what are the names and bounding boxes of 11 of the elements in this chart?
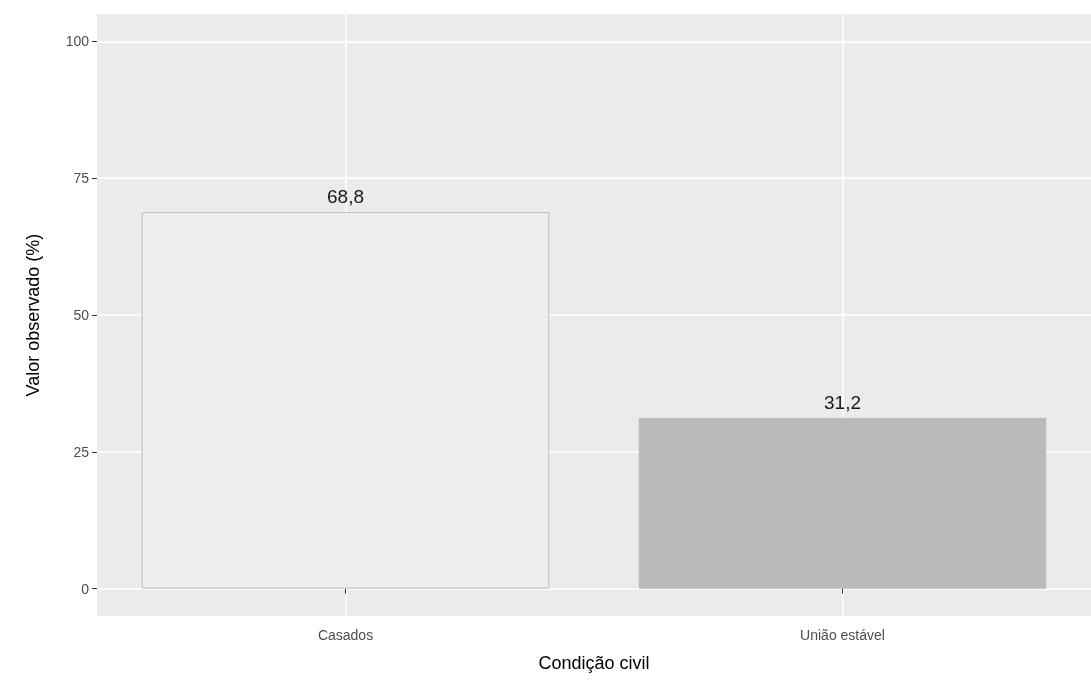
- data-label: 31,2: [824, 391, 861, 413]
- y-tick-label: 25: [73, 443, 90, 460]
- y-tick-label: 100: [65, 33, 90, 50]
- x-tick-label: União estável: [800, 627, 885, 643]
- x-tick-label: Casados: [317, 627, 374, 643]
- y-tick-label: 75: [73, 170, 90, 187]
- y-axis-title: Valor observado (%): [23, 233, 43, 397]
- y-tick-label: 0: [81, 580, 90, 597]
- x-axis-title: Condição civil: [538, 653, 650, 673]
- y-tick-label: 50: [73, 307, 90, 323]
- data-label: 68,8: [327, 186, 364, 208]
